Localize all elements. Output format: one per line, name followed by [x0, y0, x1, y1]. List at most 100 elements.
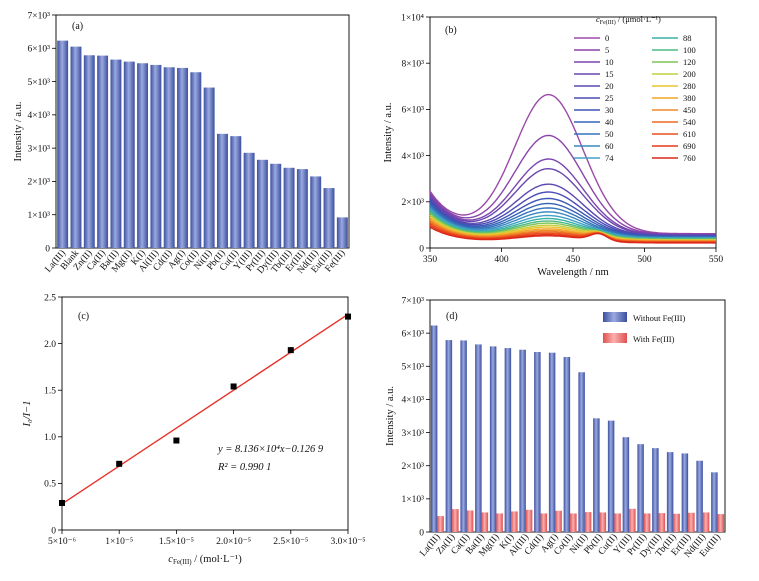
panel-b-legend-label: 15 [605, 69, 614, 79]
panel-b-legend-label: 450 [683, 105, 696, 115]
panel-d-bar-without [548, 352, 556, 532]
panel-c-data-point [173, 437, 180, 444]
panel-a-bar [283, 167, 295, 248]
panel-d-bar-with [673, 513, 680, 532]
panel-d-legend-label: With Fe(III) [633, 334, 675, 344]
panel-d-ytick-label: 0 [419, 528, 424, 538]
panel-a-bar [137, 63, 149, 249]
panel-d-bar-without [578, 372, 585, 532]
panel-a-bar [230, 136, 242, 248]
panel-d-bar-without [460, 340, 467, 532]
panel-b-legend-label: 40 [605, 117, 614, 127]
panel-b-xtick-label: 500 [637, 255, 652, 265]
panel-b-label: (b) [445, 25, 457, 36]
panel-b-legend-title-rest: / (μmol·L⁻¹) [616, 14, 661, 24]
panel-c-xlabel-rest: / (mol·L⁻¹) [192, 554, 243, 565]
panel-a-ytick-label: 3×10³ [28, 144, 51, 154]
panel-a-bar [57, 40, 69, 248]
panel-a-bar [243, 152, 255, 248]
panel-d-bar-without [593, 418, 600, 532]
panel-d-bar-without [489, 346, 497, 532]
panel-c-r2: R² = 0.990 1 [217, 462, 271, 473]
panel-d-frame [429, 299, 726, 533]
panel-d-legend-swatch [603, 333, 627, 343]
panel-b-legend-label: 280 [683, 81, 696, 91]
panel-d-bar-without [607, 420, 615, 532]
panel-c-xtick-label: 2.0×10⁻⁵ [216, 537, 251, 547]
panel-b-legend-label: 5 [605, 45, 609, 55]
panel-b-ytick-label: 1×10⁴ [401, 13, 425, 23]
panel-a-bar [70, 46, 82, 248]
panel-b-legend-label: 120 [683, 57, 696, 67]
panel-d-bar-with [658, 513, 666, 532]
panel-d-chart: 0 1×10³ 2×10³ 3×10³ 4×10³ 5×10³ 6×10³ 7×10³ Inte… [385, 296, 726, 560]
panel-d-bar-with [570, 513, 577, 532]
panel-a-label: (a) [72, 21, 83, 32]
panel-d-bar-with [437, 516, 444, 532]
panel-b-legend-label: 610 [683, 129, 696, 139]
panel-d-bar-with [717, 514, 725, 532]
panel-d-bar-with [629, 508, 636, 532]
panel-a-ytick-label: 4×10³ [28, 111, 51, 121]
panel-b-xtick-label: 450 [566, 255, 581, 265]
panel-d-bar-without [430, 325, 438, 532]
panel-a-bar [270, 163, 282, 248]
panel-a-bar [323, 188, 335, 248]
panel-d-bar-with [496, 513, 503, 532]
panel-d-bar-without [681, 453, 689, 532]
panel-d-bar-with [688, 512, 695, 532]
panel-a-bar [83, 55, 95, 249]
panel-d-bar-without [652, 448, 659, 532]
panel-a-ylabel: Intensity / a.u. [13, 101, 24, 161]
panel-c-data-point [116, 460, 123, 467]
panel-d-bar-with [584, 512, 592, 532]
panel-a-ytick-label: 6×10³ [28, 45, 51, 55]
panel-d-bar-without [696, 460, 703, 532]
panel-a-bar [150, 64, 162, 248]
panel-b-xtick-label: 350 [423, 255, 438, 265]
panel-b-legend-label: 20 [605, 81, 614, 91]
panel-d-bar-without [504, 348, 512, 532]
panel-c-ytick-label: 0 [51, 526, 56, 536]
panel-c-xtick-label: 1×10⁻⁵ [105, 537, 133, 547]
panel-d-bar-without [475, 344, 482, 532]
panel-d-bar-with [643, 513, 651, 532]
panel-a-ytick-label: 0 [45, 244, 50, 254]
panel-d-bar-without [622, 437, 630, 532]
panel-b-legend-label: 690 [683, 141, 696, 151]
panel-a-bar [217, 133, 228, 248]
panel-a-bar [97, 55, 109, 249]
panel-d-bar-with [555, 510, 562, 532]
panel-c-xlabel: cFe(III) / (mol·L⁻¹) [168, 554, 242, 566]
panel-a-ytick-label: 1×10³ [28, 211, 51, 221]
panel-c-equation: y = 8.136×10⁴x−0.126 9 [217, 444, 324, 455]
panel-b-legend-label: 540 [683, 117, 696, 127]
panel-b-ytick-label: 4×10³ [402, 152, 425, 162]
panel-d-ylabel: Intensity / a.u. [385, 386, 396, 446]
panel-d-bar-with [614, 513, 621, 532]
panel-d-bar-with [452, 509, 459, 532]
panel-a-frame [55, 14, 350, 249]
panel-c-xtick-label: 1.5×10⁻⁵ [159, 537, 194, 547]
panel-c-label: (c) [78, 311, 89, 322]
panel-b-ytick-label: 0 [419, 244, 424, 254]
panel-b-legend-label: 25 [605, 93, 614, 103]
panel-d-bar-with [525, 509, 533, 532]
panel-c-data-point [345, 313, 351, 320]
panel-d-bar-without [563, 357, 571, 532]
panel-d-ytick-label: 3×10³ [402, 429, 425, 439]
panel-d-bar-without [637, 444, 644, 532]
panel-d-bar-with [599, 512, 607, 532]
panel-c-frame [61, 296, 349, 531]
panel-c-xtick-label: 3.0×10⁻⁵ [330, 537, 365, 547]
panel-a-ytick-label: 2×10³ [28, 178, 51, 188]
panel-d-bar-with [511, 511, 518, 532]
panel-d-ytick-label: 4×10³ [402, 396, 425, 406]
panel-b-legend-label: 760 [683, 153, 696, 163]
panel-b-legend-label: 200 [683, 69, 696, 79]
panel-c-xlabel-sub: Fe(III) [173, 558, 192, 566]
panel-c-ytick-label: 0.5 [44, 480, 56, 490]
panel-a-ytick-label: 7×10³ [28, 11, 51, 21]
panel-a-bar [296, 169, 308, 248]
panel-d-bar-without [445, 340, 453, 532]
